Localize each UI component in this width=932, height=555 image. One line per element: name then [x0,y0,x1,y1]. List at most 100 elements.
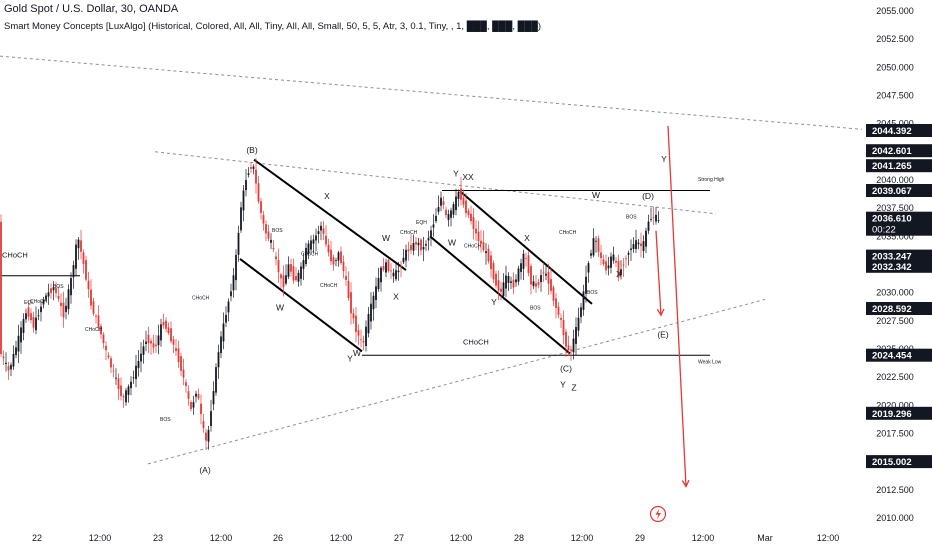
candle-body [392,272,395,277]
time-tick-label: 12:00 [210,533,233,543]
candle-body [70,278,72,296]
price-tick-label: 2055.000 [876,6,914,16]
candle-body [120,385,122,397]
candle-body [270,239,272,243]
smc-label: EQL [24,300,34,306]
time-axis[interactable]: 22 12:00 23 12:00 26 12:00 27 12:00 28 12:00 29 12:… [32,533,839,543]
smc-label: EQH [416,220,427,226]
candle-body [375,286,377,300]
candle-body [225,315,227,323]
candle-body [262,215,265,224]
candle-body [247,173,250,175]
candle-body [460,188,462,200]
candle-body [405,249,407,261]
smc-label: CHoCH [301,252,319,258]
candle-body [602,259,605,264]
trend-line [154,151,717,215]
candle-body [412,243,415,251]
time-tick-label: 12:00 [817,533,840,543]
price-tag [866,184,932,197]
candle-body [287,264,290,277]
candle-body [462,197,465,205]
candle-body [475,228,477,234]
trend-line [239,258,363,353]
candle-body [657,219,660,221]
price-tag-label: 2039.067 [872,186,912,197]
candle-body [260,201,262,213]
candle-body [180,356,182,371]
candle-body [35,317,37,331]
candle-body [62,302,65,318]
candle-body [285,275,287,284]
candle-body [235,254,237,281]
candle-body [565,331,567,347]
wave-label: X [393,291,399,301]
candle-body [210,411,212,426]
lightning-bolt-icon[interactable] [649,505,667,523]
candle-body [440,197,442,206]
candle-body [600,252,602,258]
price-tick-label: 2045.000 [876,119,914,129]
candle-body [467,210,470,216]
candle-body [135,365,137,379]
projection-line [667,125,687,487]
candle-body [455,196,457,211]
candle-body [452,204,455,215]
candle-body [327,244,330,253]
candle-body [492,263,495,280]
candle-body [555,298,557,308]
wave-label: Y [453,169,459,179]
candle-body [350,292,352,314]
candle-body [520,263,522,272]
candle-body [245,180,247,191]
candle-body [547,271,550,284]
candle-body [200,403,202,415]
candle-body [395,270,397,280]
candle-body [282,275,285,288]
wave-label: X [616,269,622,279]
candle-body [387,260,390,271]
candle-body [320,225,322,231]
wave-label: (E) [657,330,669,340]
candle-body [167,327,170,334]
trend-lines-layer [0,55,863,465]
candle-body [480,240,482,244]
smc-label: CHoCH [463,338,489,347]
candle-body [230,291,232,297]
time-tick-label: 12:00 [89,533,112,543]
candle-body [142,346,145,355]
price-axis[interactable]: 2055.000 2052.500 2050.000 2047.500 2045.000… [866,6,932,523]
candle-body [102,334,105,344]
wave-label: W [448,237,456,247]
price-tick-label: 2022.500 [876,372,914,382]
candle-body [417,242,420,246]
candle-body [190,402,192,409]
candle-body [202,421,205,429]
candle-body [347,280,350,299]
candle-body [515,279,517,283]
candle-body [477,231,480,242]
wave-label: (A) [199,465,211,475]
candle-body [90,289,92,306]
candle-body [305,247,307,264]
candle-body [292,266,295,281]
candle-body [390,270,392,272]
candle-body [65,305,67,312]
candle-body [85,260,87,280]
candle-body [400,265,402,267]
candle-body [372,295,375,310]
smc-label: BOS [272,228,283,234]
price-tag-label: 2024.454 [872,351,912,362]
candle-body [60,302,62,306]
candle-body [572,338,575,353]
candle-body [435,215,437,222]
price-tag [866,159,932,173]
candle-body [442,201,445,206]
candle-body [172,339,175,345]
candle-body [570,349,572,351]
smc-label: Weak Low [698,360,722,366]
indicator-legend[interactable]: Smart Money Concepts [LuxAlgo] (Historic… [4,21,542,32]
wave-label: Z [571,383,576,393]
